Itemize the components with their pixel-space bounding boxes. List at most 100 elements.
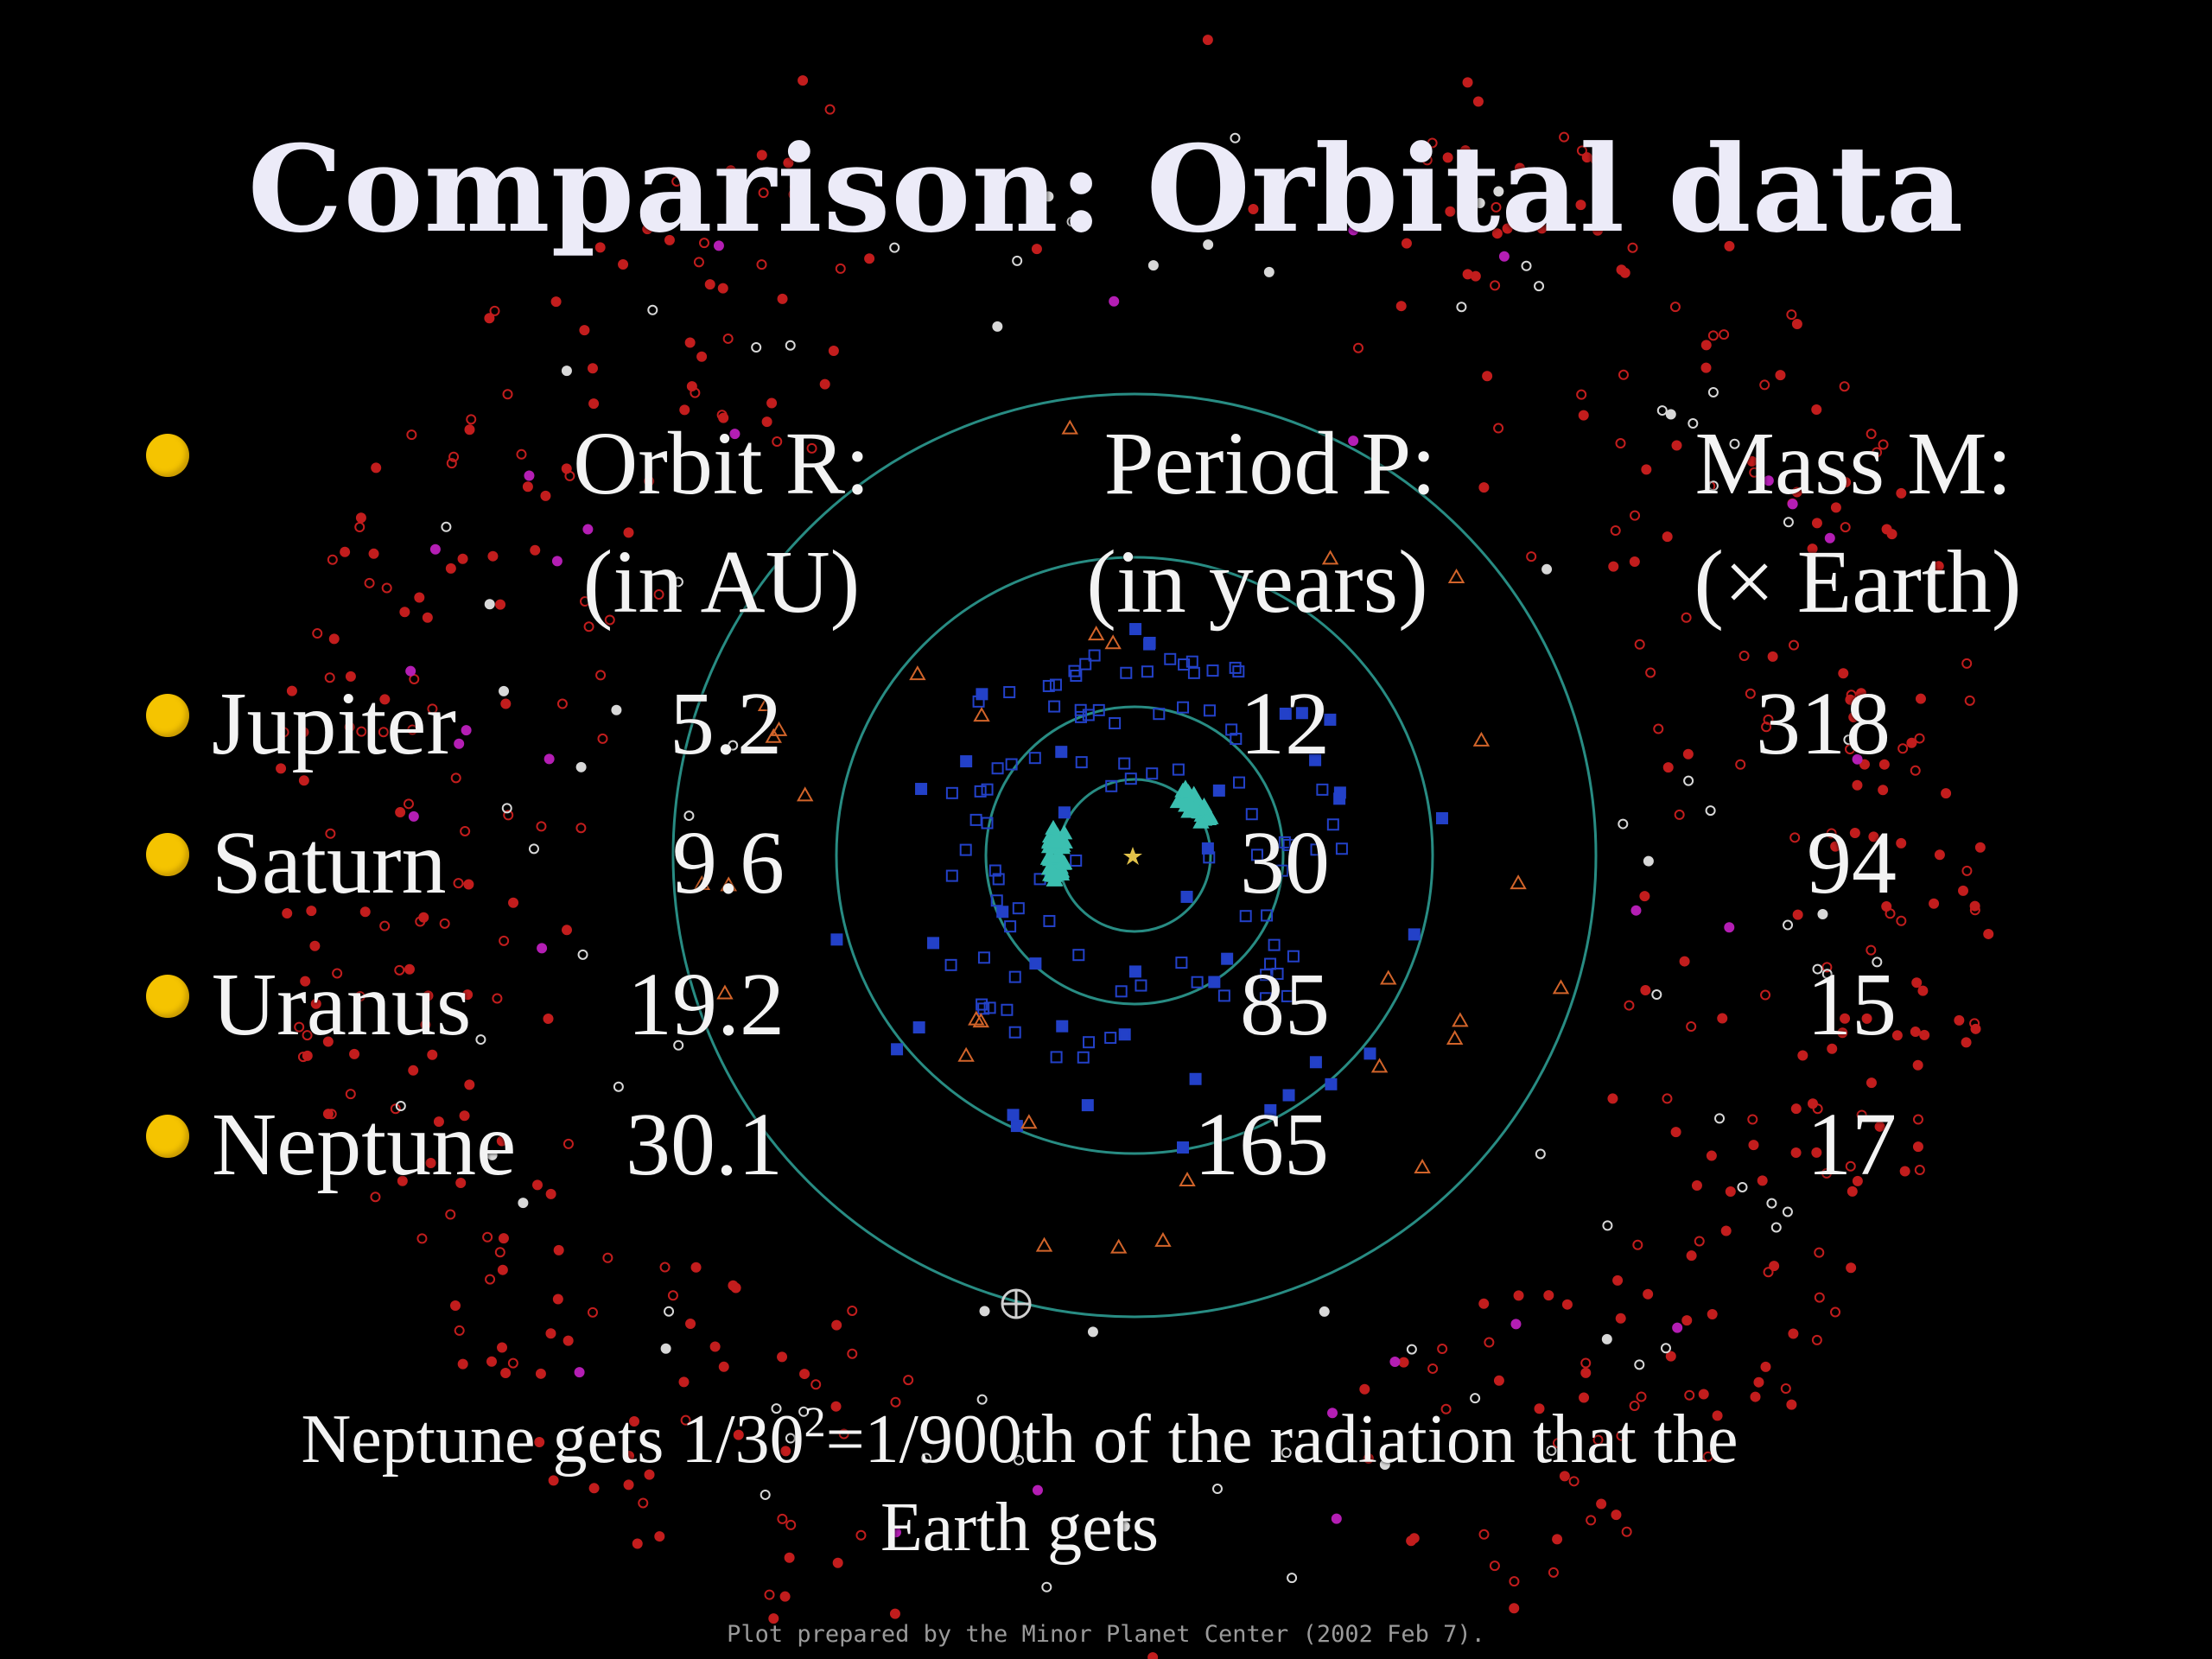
kuiper-object-dot (855, 1529, 867, 1541)
kuiper-object-dot (364, 577, 375, 588)
kuiper-object-dot (1811, 1334, 1822, 1345)
kuiper-object-dot (1462, 77, 1473, 88)
kuiper-object-dot (1760, 989, 1771, 1001)
column-header-period: Period P: (1103, 414, 1437, 513)
kuiper-object-dot (1872, 447, 1883, 458)
kuiper-object-dot (403, 798, 414, 810)
comet-marker (1618, 818, 1629, 830)
asteroid-square (1187, 666, 1200, 679)
kuiper-object-dot (756, 259, 767, 270)
kuiper-object-dot (482, 1231, 493, 1243)
kuiper-object-dot (644, 475, 655, 486)
row-bullet-icon (146, 694, 189, 737)
comet-marker (1014, 1454, 1025, 1465)
kuiper-object-dot (495, 599, 506, 610)
period-value: 85 (1240, 955, 1330, 1054)
kuiper-object-dot (379, 694, 391, 705)
kuiper-object-dot (824, 104, 836, 115)
scattered-object-dot (524, 470, 535, 481)
kuiper-object-dot (390, 1103, 401, 1115)
asteroid-square (1232, 665, 1245, 678)
column-header-orbit: Orbit R: (573, 414, 870, 513)
kuiper-object-dot (459, 1110, 470, 1122)
kuiper-object-dot (534, 1436, 545, 1447)
kuiper-object-dot (604, 614, 615, 626)
comet-marker (1534, 281, 1545, 292)
kuiper-object-dot (1147, 1652, 1159, 1659)
asteroid-square (1326, 818, 1339, 831)
asteroid-square (1005, 758, 1018, 771)
centaur-triangle (770, 721, 788, 736)
comet-marker (1783, 517, 1794, 528)
kuiper-object-dot (1788, 1328, 1799, 1339)
kuiper-object-dot (1757, 1175, 1768, 1186)
kuiper-object-dot (1827, 1043, 1838, 1054)
asteroid-square (1164, 652, 1177, 665)
kuiper-object-dot (1759, 379, 1770, 391)
kuiper-object-dot (536, 821, 547, 832)
comet-marker (1707, 386, 1719, 397)
kuiper-object-dot (1618, 369, 1629, 380)
kuiper-object-dot (784, 1552, 795, 1563)
kuiper-object-dot (1941, 788, 1952, 799)
kuiper-object-dot (1629, 556, 1640, 568)
comet-marker (1230, 132, 1241, 143)
comet-marker (1263, 266, 1274, 277)
kuiper-object-dot (1790, 1103, 1802, 1115)
kuiper-object-dot (496, 1135, 507, 1147)
comet-marker (760, 1489, 771, 1500)
kuiper-object-dot (502, 389, 513, 400)
kuiper-object-dot (379, 920, 391, 931)
kuiper-object-dot (503, 810, 514, 821)
asteroid-square (1245, 808, 1258, 821)
asteroid-square (1128, 965, 1141, 978)
planet-name: Jupiter (212, 674, 457, 773)
centaur-triangle (716, 984, 734, 1000)
kuiper-object-dot (629, 1416, 640, 1427)
kuiper-object-dot (1812, 1103, 1823, 1115)
kuiper-object-dot (830, 1401, 842, 1412)
kuiper-object-dot (1561, 1299, 1573, 1310)
asteroid-square (1212, 784, 1225, 797)
kuiper-object-dot (686, 381, 697, 392)
asteroid-square (1092, 703, 1105, 716)
asteroid-square (1278, 836, 1291, 849)
kuiper-object-dot (345, 671, 356, 682)
period-value: 30 (1240, 813, 1330, 912)
kuiper-object-dot (1607, 1093, 1618, 1104)
kuiper-object-dot (1845, 1160, 1856, 1172)
kuiper-object-dot (1636, 1391, 1647, 1402)
kuiper-object-dot (1811, 404, 1822, 415)
scattered-object-dot (537, 943, 548, 954)
kuiper-object-dot (1852, 1175, 1863, 1186)
kuiper-object-dot (1629, 1401, 1640, 1412)
kuiper-object-dot (1513, 1290, 1524, 1301)
kuiper-object-dot (1621, 1526, 1632, 1537)
kuiper-object-dot (690, 1262, 702, 1273)
asteroid-square (1003, 686, 1016, 699)
kuiper-object-dot (1780, 1382, 1791, 1394)
centaur-triangle (1414, 1158, 1431, 1173)
scattered-object-dot (405, 665, 416, 677)
kuiper-object-dot (1616, 1430, 1627, 1441)
kuiper-object-dot (416, 1233, 428, 1244)
kuiper-object-dot (1717, 1013, 1728, 1024)
kuiper-object-dot (1933, 561, 1944, 572)
kuiper-object-dot (455, 1178, 467, 1189)
asteroid-square (830, 933, 843, 946)
centaur-triangle (973, 707, 990, 722)
kuiper-object-dot (1706, 1150, 1717, 1161)
asteroid-square (1185, 655, 1198, 668)
note-text-line2: Earth gets (880, 1490, 1160, 1566)
kuiper-object-dot (1640, 984, 1651, 995)
orbit-value: 19.2 (627, 955, 785, 1054)
kuiper-object-dot (642, 224, 653, 235)
kuiper-object-dot (1612, 1274, 1624, 1286)
orbit-ring (671, 392, 1598, 1319)
kuiper-object-dot (783, 157, 794, 168)
kuiper-object-dot (810, 1379, 822, 1390)
kuiper-object-dot (890, 1396, 901, 1408)
kuiper-object-dot (300, 976, 311, 987)
comet-marker (395, 1101, 406, 1112)
asteroid-square (1233, 776, 1246, 789)
